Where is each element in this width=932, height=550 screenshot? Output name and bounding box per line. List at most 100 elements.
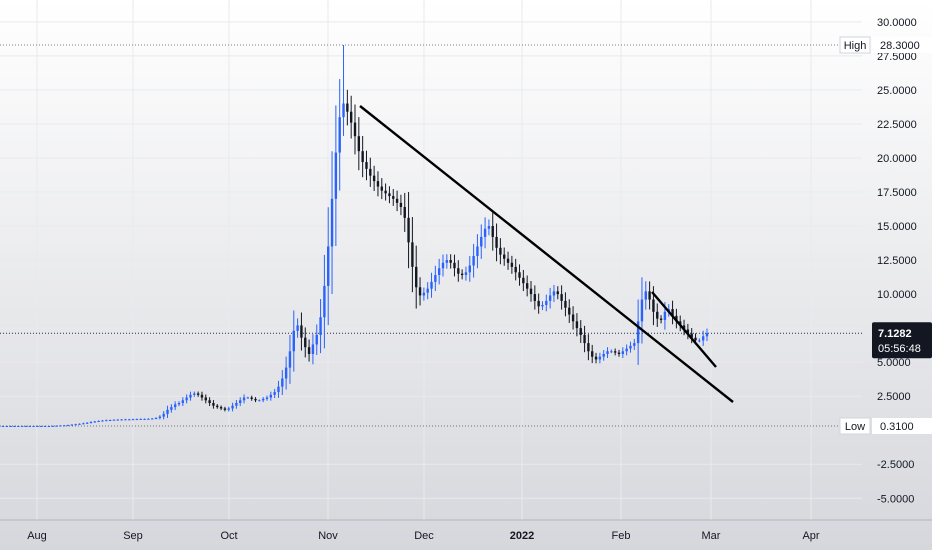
candle-body [621, 351, 625, 354]
candle-body [254, 398, 257, 401]
candle-body [633, 343, 636, 346]
candle-body [480, 236, 483, 247]
candle-body [617, 352, 621, 354]
candle-body [1, 426, 5, 427]
candle-body [227, 408, 230, 410]
current-price-box [872, 322, 932, 359]
candle-body [369, 168, 372, 176]
trendline-secondary[interactable] [651, 291, 717, 368]
candle-body [457, 268, 460, 274]
price-tick-label: 5.0000 [877, 357, 911, 369]
candle-body [315, 334, 318, 345]
time-tick-label: Dec [414, 530, 434, 542]
candle-body [529, 288, 533, 295]
candle-body [395, 198, 399, 203]
candle-body [296, 325, 299, 331]
candle-body [342, 103, 345, 118]
price-tick-label: -5.0000 [877, 493, 914, 505]
candle-body [682, 325, 686, 330]
candle-body [541, 304, 544, 307]
candle-body [288, 351, 292, 368]
bar-countdown: 05:56:48 [878, 343, 921, 355]
candle-body [24, 426, 28, 427]
candle-body [32, 426, 35, 427]
time-axis[interactable]: Aug Sep Oct Nov Dec 2022 Feb Mar Apr [0, 519, 932, 542]
candle-body [154, 417, 158, 419]
trendline-main[interactable] [359, 105, 734, 403]
candle-body [300, 325, 303, 338]
candle-body [51, 425, 54, 427]
candle-body [522, 277, 525, 284]
trendlines[interactable] [359, 105, 734, 403]
candle-body [487, 226, 491, 229]
candle-body [499, 247, 502, 255]
candle-body [437, 268, 441, 276]
candle-body [372, 175, 376, 182]
price-axis[interactable]: 30.0000 27.5000 25.0000 22.5000 20.0000 17.50… [862, 0, 932, 520]
low-value: 0.3100 [880, 421, 914, 433]
candle-body [9, 426, 12, 427]
high-label-box [839, 36, 871, 54]
candle-body [380, 186, 383, 191]
candle-body [185, 397, 188, 401]
candle-body [407, 217, 410, 243]
candle-body [403, 206, 406, 218]
candle-body [223, 408, 227, 410]
candle-body [694, 337, 697, 341]
candle-body [212, 402, 215, 406]
candle-body [116, 419, 119, 421]
candle-body [571, 314, 575, 322]
low-label-box [839, 417, 871, 435]
price-tick-label: -2.5000 [877, 459, 914, 471]
candle-body [656, 311, 659, 319]
candle-body [128, 419, 131, 421]
candle-body [28, 426, 31, 427]
candle-body [426, 288, 429, 293]
candle-body [59, 425, 62, 427]
candle-body [445, 260, 449, 263]
candle-body [89, 422, 93, 424]
candle-body [307, 347, 311, 354]
candle-body [671, 309, 674, 316]
price-tick-label: 25.0000 [877, 85, 917, 97]
candle-body [162, 413, 165, 417]
candle-body [330, 198, 334, 247]
candle-body [441, 262, 445, 269]
gridlines [0, 0, 862, 520]
candle-body [453, 262, 456, 269]
high-value: 28.3000 [880, 40, 920, 52]
candle-body [698, 340, 701, 342]
candle-body [357, 136, 361, 152]
candle-body [575, 321, 579, 329]
candle-body [399, 202, 403, 207]
price-tick-label: 22.5000 [877, 119, 917, 131]
candle-body [422, 292, 426, 296]
candle-body [181, 400, 185, 403]
candle-body [235, 402, 238, 406]
candle-body [415, 266, 418, 288]
candle-body [606, 351, 609, 354]
candle-body [112, 419, 116, 421]
candle-body [108, 420, 112, 422]
candle-body [173, 404, 177, 408]
candle-body [610, 351, 613, 353]
time-tick-label: Oct [220, 530, 237, 542]
candle-body [537, 300, 540, 307]
candle-body [690, 333, 693, 338]
candle-body [158, 416, 162, 418]
price-tick-label: 12.5000 [877, 255, 917, 267]
candle-body [476, 246, 479, 256]
candle-body [430, 281, 433, 289]
candle-body [365, 162, 368, 169]
candle-body [518, 272, 521, 278]
candle-body [514, 266, 517, 273]
candle-body [204, 397, 207, 401]
candle-body [55, 425, 58, 427]
candle-body [151, 418, 154, 420]
candle-body [208, 400, 211, 403]
candle-body [556, 291, 559, 295]
candle-body [625, 348, 628, 352]
candle-body [5, 426, 9, 427]
